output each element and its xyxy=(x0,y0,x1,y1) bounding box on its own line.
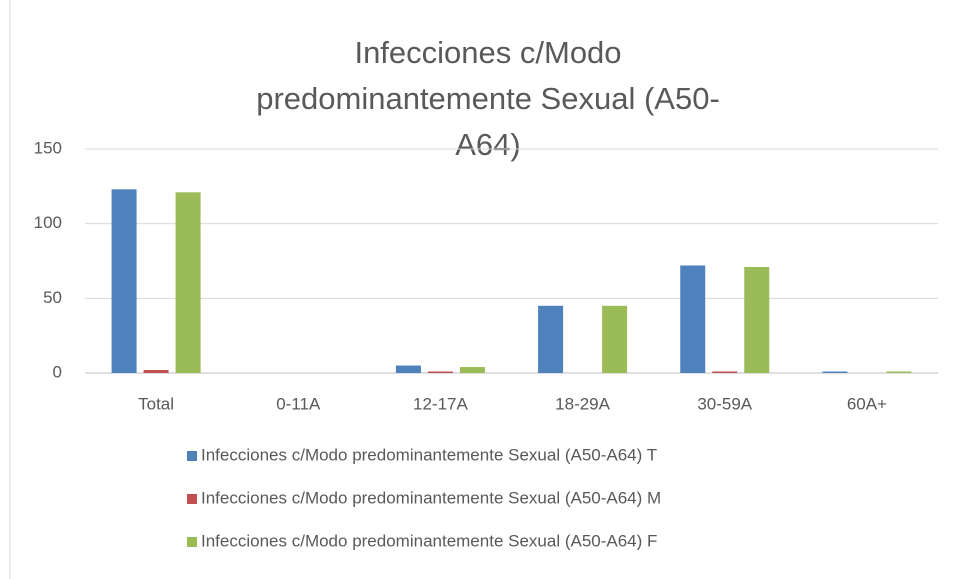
legend-label: Infecciones c/Modo predominantemente Sex… xyxy=(201,488,661,507)
x-tick-label: 60A+ xyxy=(847,394,887,413)
legend-swatch xyxy=(187,537,197,547)
y-tick-label: 150 xyxy=(34,138,62,157)
y-tick-label: 0 xyxy=(53,362,62,381)
bar xyxy=(143,370,169,373)
bar xyxy=(175,192,201,373)
y-tick-label: 50 xyxy=(43,288,62,307)
legend-label: Infecciones c/Modo predominantemente Sex… xyxy=(201,445,657,464)
x-tick-label: 0-11A xyxy=(276,394,321,413)
legend-label: Infecciones c/Modo predominantemente Sex… xyxy=(201,531,657,550)
bar xyxy=(459,367,485,373)
bar xyxy=(712,371,738,373)
legend-swatch xyxy=(187,494,197,504)
bar xyxy=(822,371,848,373)
chart-title: Infecciones c/Modo predominantemente Sex… xyxy=(256,35,720,162)
legend-swatch xyxy=(187,451,197,461)
y-tick-label: 100 xyxy=(34,213,62,232)
bar xyxy=(111,189,137,373)
bar xyxy=(886,371,912,373)
x-tick-label: 12-17A xyxy=(413,394,468,413)
x-tick-label: 18-29A xyxy=(555,394,610,413)
x-tick-label: 30-59A xyxy=(697,394,752,413)
x-tick-label: Total xyxy=(138,394,174,413)
bar xyxy=(680,265,706,373)
bar xyxy=(427,371,453,373)
bar xyxy=(602,305,628,373)
bar xyxy=(395,365,421,373)
bar xyxy=(538,305,564,373)
bar xyxy=(744,266,770,373)
